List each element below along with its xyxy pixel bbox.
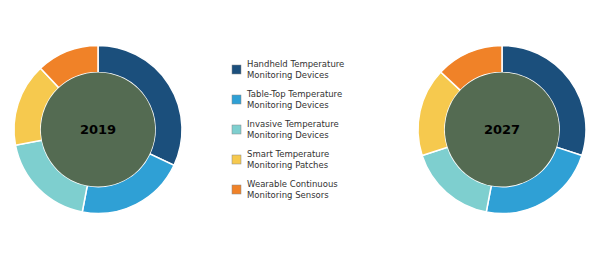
legend-label-line: Handheld Temperature [247, 59, 344, 69]
legend-label-line: Monitoring Devices [247, 70, 329, 80]
legend-label-line: Invasive Temperature [247, 119, 339, 129]
legend-label-line: Monitoring Devices [247, 100, 329, 110]
donut: 2027 [418, 46, 586, 214]
center-circle [41, 72, 155, 186]
legend-label: Wearable ContinuousMonitoring Sensors [247, 179, 338, 200]
legend-label-line: Monitoring Devices [247, 130, 329, 140]
legend-label-line: Monitoring Patches [247, 160, 329, 170]
chart: 20192027Handheld TemperatureMonitoring D… [0, 0, 600, 259]
legend: Handheld TemperatureMonitoring DevicesTa… [232, 59, 344, 200]
legend-label-line: Table-Top Temperature [246, 89, 342, 99]
legend-swatch [232, 125, 241, 134]
center-circle [445, 72, 559, 186]
legend-swatch [232, 185, 241, 194]
legend-swatch [232, 65, 241, 74]
legend-label-line: Wearable Continuous [247, 179, 338, 189]
background [0, 0, 600, 259]
legend-label: Invasive TemperatureMonitoring Devices [247, 119, 339, 139]
legend-label: Table-Top TemperatureMonitoring Devices [246, 89, 342, 110]
center-label: 2027 [484, 122, 520, 137]
legend-label: Handheld TemperatureMonitoring Devices [247, 59, 344, 80]
legend-label: Smart TemperatureMonitoring Patches [247, 149, 329, 170]
legend-label-line: Smart Temperature [247, 149, 329, 159]
legend-swatch [232, 95, 241, 104]
donut: 2019 [14, 46, 182, 214]
legend-label-line: Monitoring Sensors [247, 190, 329, 200]
center-label: 2019 [80, 122, 116, 137]
legend-swatch [232, 155, 241, 164]
